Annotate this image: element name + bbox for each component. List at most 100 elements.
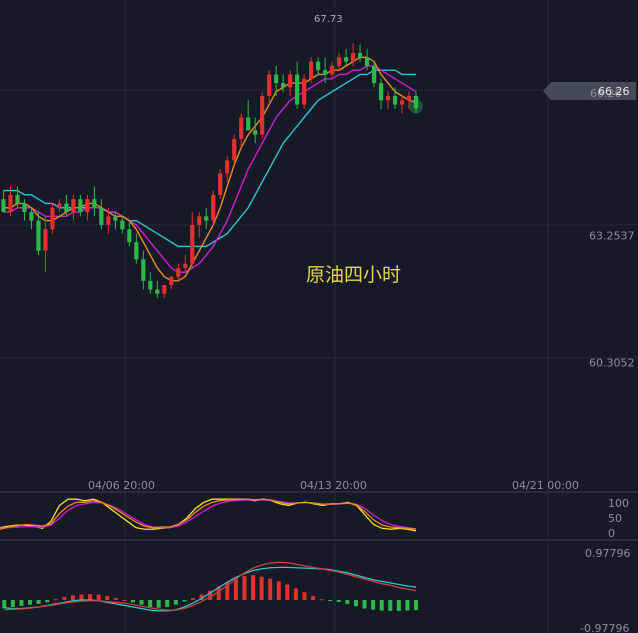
macd-histogram-bar (113, 598, 118, 600)
price-axis-tick: 60.3052 (589, 356, 635, 369)
macd-histogram-bar (336, 600, 341, 602)
macd-histogram-bar (302, 592, 307, 600)
macd-histogram-bar (225, 582, 230, 600)
candle-body (211, 194, 216, 221)
candle-body (378, 83, 384, 101)
macd-histogram-bar (190, 598, 195, 600)
candle-body (330, 65, 335, 75)
kdj-axis-tick: 100 (608, 497, 629, 510)
macd-histogram-bar (362, 600, 367, 609)
candle-body (295, 74, 300, 105)
macd-histogram-bar (62, 596, 67, 600)
candle-body (8, 194, 13, 213)
macd-histogram-bar (2, 600, 7, 609)
last-price-dot (413, 103, 419, 109)
candle-body (406, 95, 412, 101)
macd-dif-line (4, 566, 417, 612)
macd-histogram-bar (353, 600, 358, 607)
macd-histogram-bar (345, 600, 350, 604)
candle-body (22, 203, 27, 213)
macd-histogram-bar (293, 588, 298, 600)
candle-body (399, 100, 405, 105)
candle-body (364, 57, 370, 66)
macd-histogram-bar (70, 595, 75, 600)
candlesticks (1, 43, 423, 299)
ma-long-line (3, 69, 416, 248)
macd-histogram-bar (405, 600, 410, 611)
macd-histogram-bar (156, 600, 161, 608)
candle-body (78, 199, 83, 213)
candle-body (169, 276, 174, 286)
candle-body (371, 65, 377, 84)
macd-histogram-bar (28, 600, 33, 605)
time-axis-tick: 04/13 20:00 (300, 479, 367, 492)
macd-histogram-bar (285, 584, 290, 600)
last-price-value: 66.26 (598, 85, 630, 98)
candle-body (85, 199, 90, 213)
candle-body (274, 74, 279, 84)
moving-average-lines (3, 56, 417, 282)
macd-histogram-bar (148, 600, 153, 607)
last-price-tag[interactable]: 66.26 66.26 (543, 82, 636, 100)
candle-body (225, 160, 230, 174)
macd-histogram-bar (328, 600, 333, 601)
candle-body (120, 220, 125, 230)
candle-body (64, 203, 69, 213)
last-price-hidden-label: 66.26 (590, 87, 622, 100)
candle-body (106, 216, 111, 225)
candle-body (267, 74, 272, 96)
candle-body (385, 95, 391, 101)
macd-histogram-bar (45, 600, 50, 603)
macd-histogram-bar (36, 600, 41, 604)
macd-histogram-bar (379, 600, 384, 611)
axis-labels: 63.2537 60.3052 04/06 20:00 04/13 20:00 04/2… (88, 230, 635, 633)
macd-histogram-bar (268, 578, 273, 600)
ma-short-line (3, 56, 417, 282)
candle-body (183, 263, 188, 268)
macd-histogram-bar (208, 590, 213, 600)
macd-histogram-bar (165, 600, 170, 607)
candle-body (239, 117, 244, 139)
kdj-j-line (0, 498, 417, 530)
macd-histogram-bar (79, 594, 84, 600)
peak-price-label: 67.73 (314, 14, 343, 25)
macd-histogram-bar (396, 600, 401, 611)
macd-histogram-bar (53, 599, 58, 601)
macd-histogram-bar (199, 594, 204, 600)
macd-histogram-bar (139, 600, 144, 605)
candle-body (357, 52, 363, 58)
macd-histogram-bar (182, 600, 187, 602)
candle-body (1, 199, 6, 213)
macd-histogram-bar (251, 575, 256, 600)
candle-body (309, 61, 314, 79)
macd-histogram-bar (96, 594, 101, 600)
macd-histogram-bar (388, 600, 393, 611)
candle-body (127, 229, 132, 243)
macd-histogram-bar (311, 596, 316, 600)
candle-body (260, 95, 265, 135)
macd-histogram-bar (10, 600, 15, 607)
candle-body (343, 57, 349, 62)
ma-mid-line (3, 65, 417, 273)
time-axis-tick: 04/06 20:00 (88, 479, 155, 492)
macd-dea-line (4, 561, 417, 611)
candle-body (99, 207, 104, 225)
candle-body (204, 216, 209, 221)
candle-body (113, 216, 118, 221)
macd-histogram-bar (276, 581, 281, 600)
macd-histogram-bar (233, 578, 238, 600)
macd-histogram-bar (88, 594, 93, 600)
macd-histogram-bar (242, 575, 247, 600)
candle-body (197, 216, 202, 225)
kdj-panel (0, 498, 417, 532)
candle-body (15, 194, 20, 204)
candle-body (29, 212, 34, 221)
candle-body (134, 242, 139, 260)
candle-body (162, 285, 167, 294)
kdj-axis-tick: 0 (608, 527, 615, 540)
candle-body (71, 199, 76, 213)
candle-body (218, 173, 223, 195)
candle-body (246, 117, 251, 131)
